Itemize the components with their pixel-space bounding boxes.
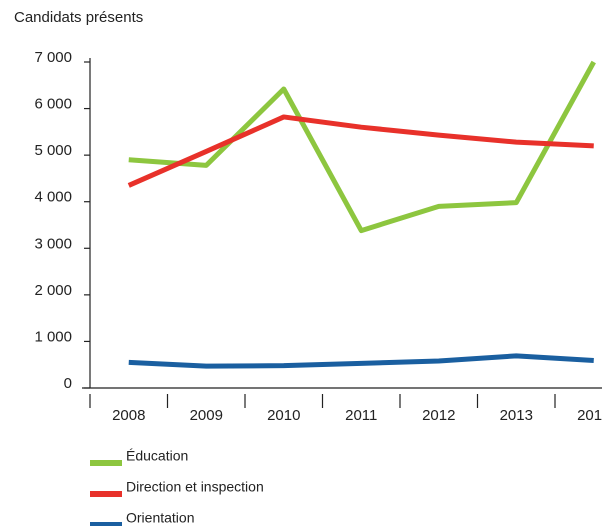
y-tick-label: 2 000 xyxy=(34,282,72,299)
x-tick-label: 2013 xyxy=(500,407,533,424)
y-tick-label: 0 xyxy=(64,375,72,392)
legend-swatch xyxy=(90,522,122,526)
series-line xyxy=(128,353,594,369)
y-tick-label: 1 000 xyxy=(34,328,72,345)
legend-label: Direction et inspection xyxy=(126,479,264,495)
y-tick-label: 3 000 xyxy=(34,235,72,252)
y-tick-label: 4 000 xyxy=(34,189,72,206)
x-tick-label: 2008 xyxy=(112,407,145,424)
y-tick-label: 7 000 xyxy=(34,49,72,66)
x-tick-label: 2014 xyxy=(577,407,602,424)
legend-label: Éducation xyxy=(126,448,188,464)
series-line xyxy=(127,114,594,188)
x-tick-label: 2011 xyxy=(345,407,377,424)
y-tick-label: 5 000 xyxy=(34,142,72,159)
x-tick-label: 2010 xyxy=(267,407,300,424)
series-line xyxy=(128,60,596,234)
legend-label: Orientation xyxy=(126,510,194,526)
x-tick-label: 2009 xyxy=(190,407,223,424)
y-tick-label: 6 000 xyxy=(34,96,72,113)
legend-swatch xyxy=(90,491,122,497)
y-axis-title: Candidats présents xyxy=(14,9,143,26)
x-tick-label: 2012 xyxy=(422,407,455,424)
legend-swatch xyxy=(90,460,122,466)
